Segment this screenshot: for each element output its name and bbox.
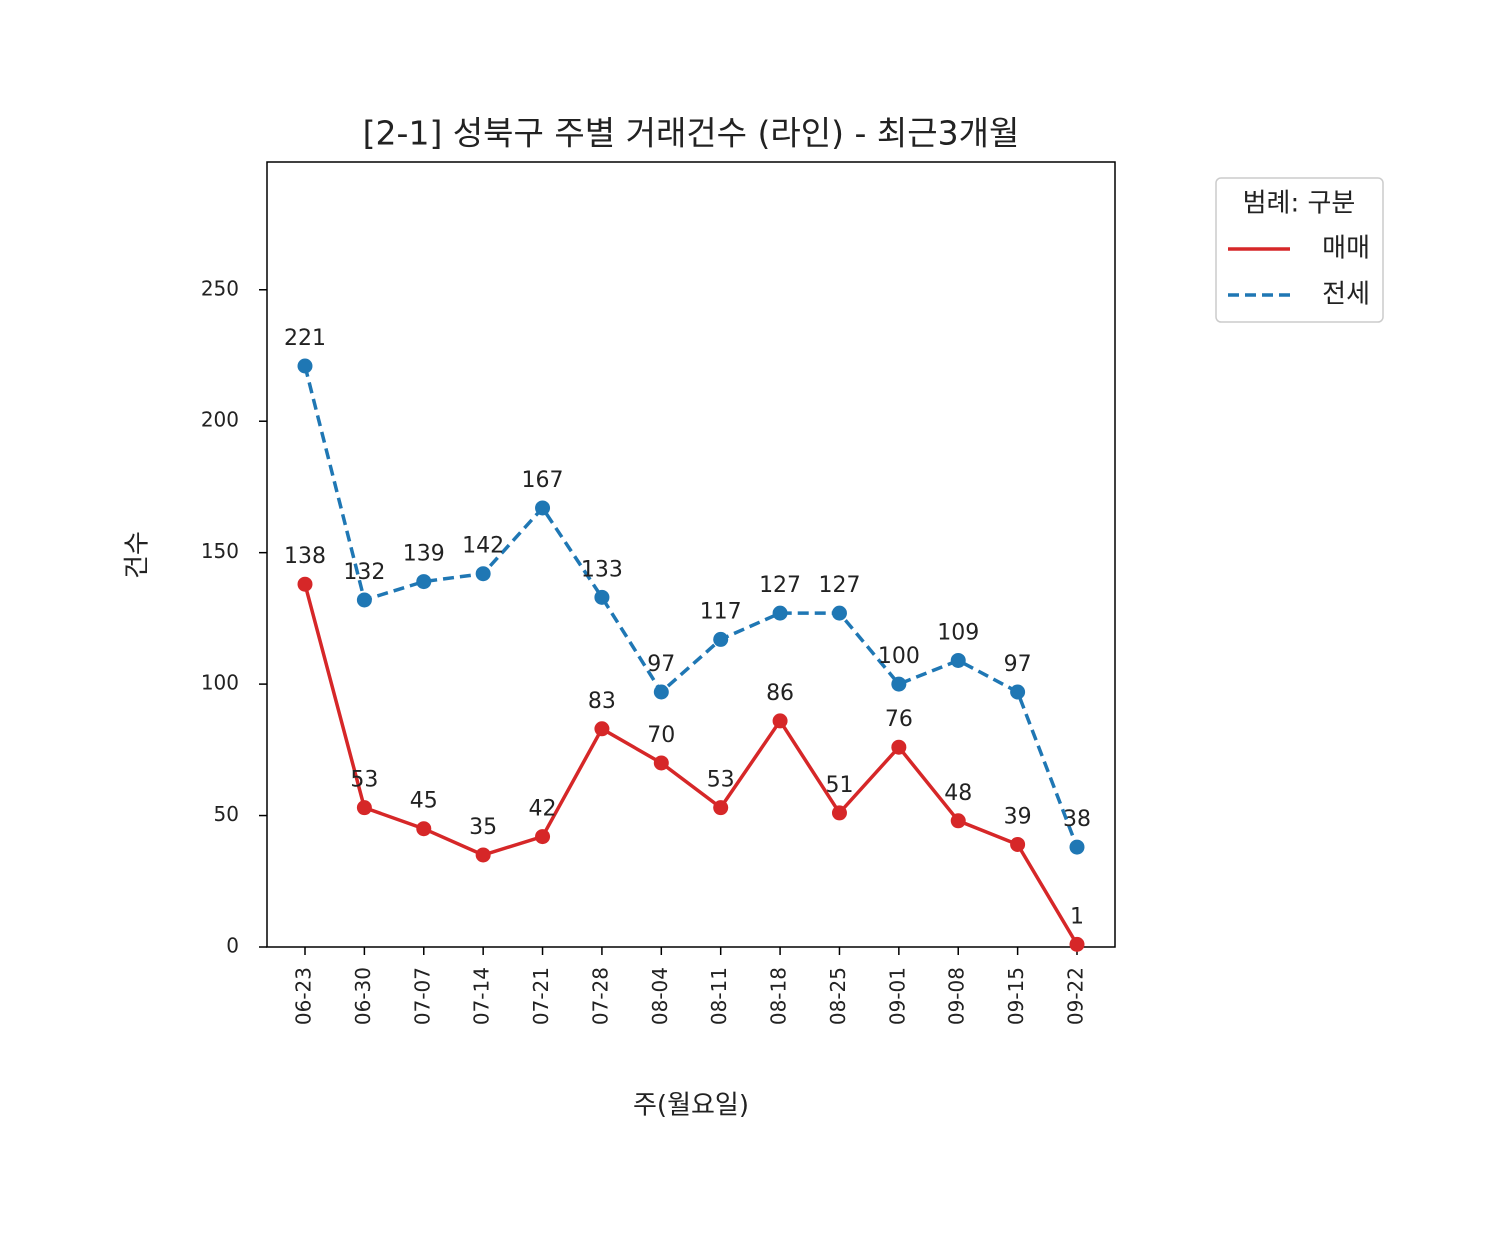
x-tick-label: 09-22: [1064, 967, 1088, 1025]
data-point: [594, 721, 610, 737]
y-tick-label: 0: [226, 934, 239, 958]
data-point: [831, 605, 847, 621]
data-label: 139: [403, 542, 445, 567]
x-axis-label: 주(월요일): [633, 1091, 749, 1121]
y-tick-label: 100: [201, 671, 239, 695]
x-tick-label: 09-15: [1004, 967, 1028, 1025]
data-point: [831, 805, 847, 821]
x-tick-label: 07-07: [410, 967, 434, 1025]
x-tick-label: 07-14: [470, 967, 494, 1025]
data-point: [594, 589, 610, 605]
data-point: [297, 576, 313, 592]
data-label: 117: [700, 599, 742, 624]
legend-box: [1215, 177, 1384, 323]
data-label: 51: [825, 773, 853, 798]
data-label: 48: [944, 781, 972, 806]
data-label: 127: [759, 573, 801, 598]
data-label: 42: [529, 797, 557, 822]
legend-title: 범례: 구분: [1243, 189, 1356, 219]
data-point: [713, 800, 729, 816]
data-label: 53: [707, 768, 735, 793]
data-point: [772, 713, 788, 729]
x-tick-label: 07-28: [588, 967, 612, 1025]
x-tick-label: 06-23: [292, 967, 316, 1025]
data-point: [1069, 936, 1085, 952]
data-label: 132: [343, 560, 385, 585]
data-label: 76: [885, 707, 913, 732]
data-point: [772, 605, 788, 621]
x-tick-label: 07-21: [529, 967, 553, 1025]
data-point: [1010, 684, 1026, 700]
data-label: 109: [937, 620, 979, 645]
data-label: 1: [1070, 904, 1084, 929]
chart-title: [2-1] 성북구 주별 거래건수 (라인) - 최근3개월: [363, 114, 1020, 153]
data-label: 138: [284, 544, 326, 569]
data-point: [950, 813, 966, 829]
plot-frame: [266, 161, 1116, 948]
data-point: [475, 847, 491, 863]
y-tick-label: 150: [201, 539, 239, 563]
data-point: [713, 631, 729, 647]
y-tick-label: 50: [214, 802, 239, 826]
legend-label: 전세: [1322, 280, 1370, 310]
data-label: 35: [469, 815, 497, 840]
x-tick-label: 08-18: [767, 967, 791, 1025]
data-point: [950, 652, 966, 668]
data-point: [1010, 836, 1026, 852]
legend-label: 매매: [1322, 234, 1370, 264]
data-point: [1069, 839, 1085, 855]
data-point: [653, 684, 669, 700]
data-point: [891, 739, 907, 755]
data-point: [297, 358, 313, 374]
data-label: 39: [1004, 804, 1032, 829]
data-label: 167: [522, 468, 564, 493]
data-label: 97: [647, 652, 675, 677]
x-tick-label: 06-30: [351, 967, 375, 1025]
data-label: 70: [647, 723, 675, 748]
data-label: 45: [410, 789, 438, 814]
data-label: 221: [284, 326, 326, 351]
series-line: [303, 583, 1079, 946]
data-label: 86: [766, 681, 794, 706]
y-axis-label: 건수: [123, 531, 153, 579]
data-label: 100: [878, 644, 920, 669]
y-tick-label: 200: [201, 408, 239, 432]
data-point: [535, 829, 551, 845]
data-point: [891, 676, 907, 692]
data-label: 142: [462, 534, 504, 559]
data-point: [356, 592, 372, 608]
data-label: 133: [581, 557, 623, 582]
data-label: 127: [818, 573, 860, 598]
data-point: [475, 566, 491, 582]
data-point: [356, 800, 372, 816]
data-label: 38: [1063, 807, 1091, 832]
data-label: 97: [1004, 652, 1032, 677]
data-point: [416, 574, 432, 590]
series-line: [303, 365, 1079, 848]
data-label: 83: [588, 689, 616, 714]
x-tick-label: 09-01: [885, 967, 909, 1025]
x-tick-label: 08-11: [707, 967, 731, 1025]
x-tick-label: 08-25: [826, 967, 850, 1025]
x-tick-label: 08-04: [648, 967, 672, 1025]
data-point: [535, 500, 551, 516]
x-tick-label: 09-08: [945, 967, 969, 1025]
data-point: [653, 755, 669, 771]
y-tick-label: 250: [201, 276, 239, 300]
data-label: 53: [350, 768, 378, 793]
data-point: [416, 821, 432, 837]
